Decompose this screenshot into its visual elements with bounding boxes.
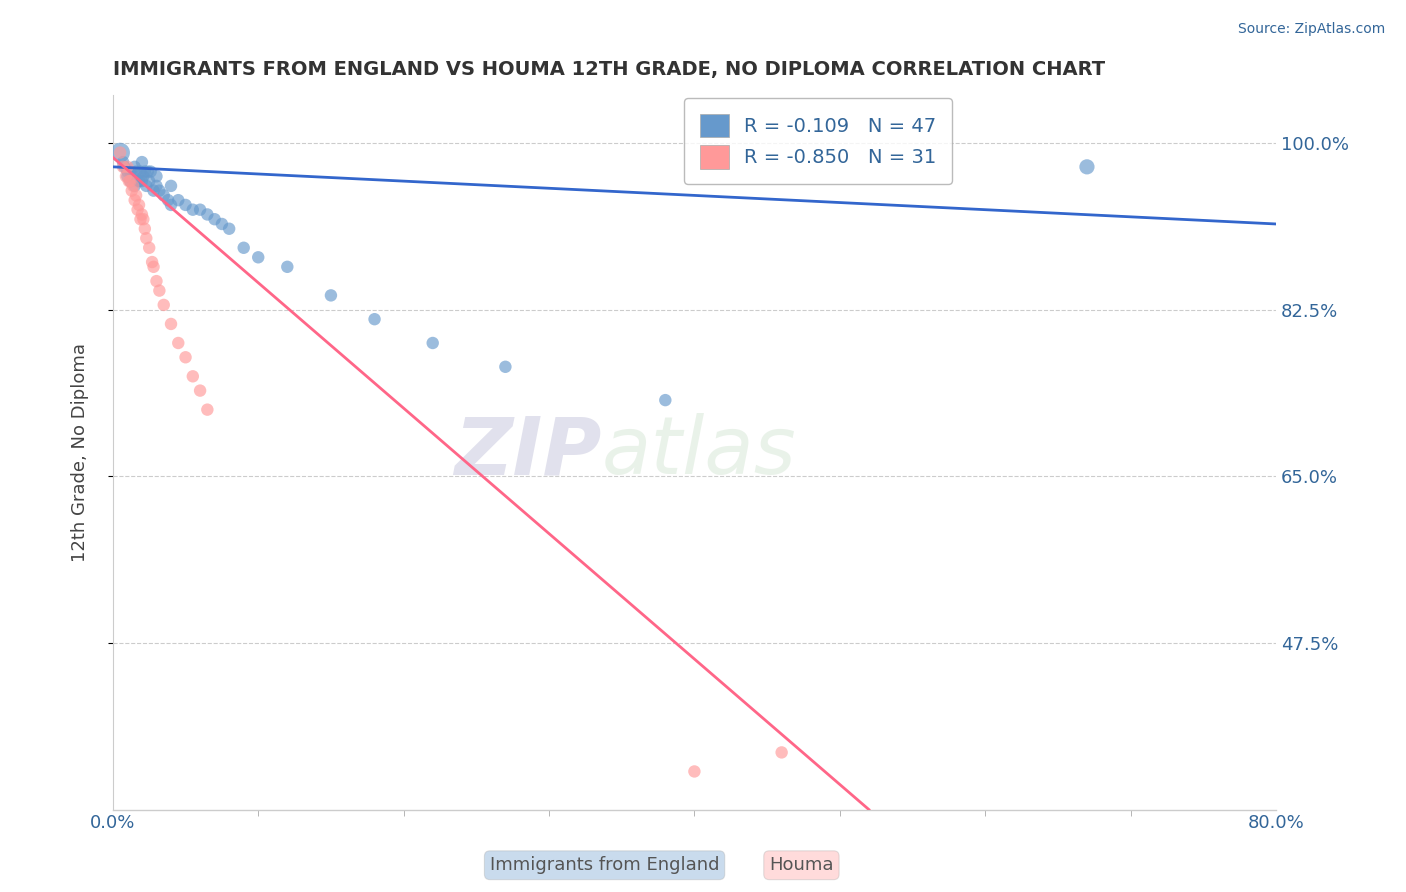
Point bbox=[118, 174, 141, 188]
Point bbox=[128, 174, 150, 188]
Point bbox=[1076, 160, 1098, 174]
Point bbox=[494, 359, 516, 374]
Point bbox=[167, 336, 190, 351]
Point bbox=[160, 198, 183, 212]
Point bbox=[131, 155, 153, 169]
Point bbox=[145, 178, 167, 193]
Point bbox=[167, 193, 190, 207]
Text: ZIP: ZIP bbox=[454, 414, 602, 491]
Point bbox=[112, 155, 135, 169]
Point bbox=[138, 241, 160, 255]
Point bbox=[770, 746, 793, 760]
Point bbox=[363, 312, 385, 326]
Point bbox=[120, 164, 142, 178]
Point bbox=[117, 164, 139, 178]
Point bbox=[683, 764, 706, 779]
Point bbox=[157, 193, 180, 207]
Point bbox=[247, 250, 270, 264]
Legend: R = -0.109   N = 47, R = -0.850   N = 31: R = -0.109 N = 47, R = -0.850 N = 31 bbox=[685, 98, 952, 185]
Point bbox=[108, 145, 131, 160]
Point bbox=[142, 184, 165, 198]
Point bbox=[188, 384, 211, 398]
Point bbox=[108, 145, 131, 160]
Point bbox=[195, 207, 218, 221]
Point bbox=[122, 169, 145, 184]
Y-axis label: 12th Grade, No Diploma: 12th Grade, No Diploma bbox=[72, 343, 89, 562]
Point bbox=[174, 351, 197, 365]
Point bbox=[128, 198, 150, 212]
Point bbox=[160, 178, 183, 193]
Point bbox=[120, 174, 142, 188]
Point bbox=[124, 160, 146, 174]
Point bbox=[117, 169, 139, 184]
Point bbox=[422, 336, 444, 351]
Point bbox=[232, 241, 254, 255]
Point bbox=[112, 160, 135, 174]
Point bbox=[654, 393, 676, 408]
Point bbox=[135, 231, 157, 245]
Point bbox=[181, 202, 204, 217]
Point bbox=[121, 184, 143, 198]
Point bbox=[134, 221, 156, 235]
Point bbox=[148, 284, 170, 298]
Point bbox=[125, 188, 148, 202]
Point bbox=[174, 198, 197, 212]
Point bbox=[160, 317, 183, 331]
Point bbox=[129, 212, 152, 227]
Point bbox=[131, 174, 153, 188]
Point bbox=[124, 178, 146, 193]
Point bbox=[139, 164, 162, 178]
Point bbox=[211, 217, 233, 231]
Point bbox=[127, 174, 149, 188]
Point bbox=[127, 202, 149, 217]
Point bbox=[138, 174, 160, 188]
Point bbox=[136, 164, 159, 178]
Text: Immigrants from England: Immigrants from England bbox=[489, 856, 720, 874]
Point bbox=[142, 260, 165, 274]
Point bbox=[115, 169, 138, 184]
Point bbox=[129, 164, 152, 178]
Point bbox=[181, 369, 204, 384]
Point bbox=[120, 174, 142, 188]
Point bbox=[204, 212, 226, 227]
Point bbox=[218, 221, 240, 235]
Text: Houma: Houma bbox=[769, 856, 834, 874]
Point bbox=[122, 178, 145, 193]
Text: Source: ZipAtlas.com: Source: ZipAtlas.com bbox=[1237, 22, 1385, 37]
Point bbox=[125, 164, 148, 178]
Point bbox=[195, 402, 218, 417]
Point bbox=[114, 160, 136, 174]
Point bbox=[131, 207, 153, 221]
Point bbox=[145, 274, 167, 288]
Point bbox=[188, 202, 211, 217]
Point bbox=[319, 288, 342, 302]
Point bbox=[117, 160, 139, 174]
Text: atlas: atlas bbox=[602, 414, 796, 491]
Point bbox=[152, 188, 174, 202]
Point bbox=[132, 169, 155, 184]
Point bbox=[148, 184, 170, 198]
Point bbox=[135, 178, 157, 193]
Point bbox=[145, 169, 167, 184]
Text: IMMIGRANTS FROM ENGLAND VS HOUMA 12TH GRADE, NO DIPLOMA CORRELATION CHART: IMMIGRANTS FROM ENGLAND VS HOUMA 12TH GR… bbox=[112, 60, 1105, 78]
Point bbox=[276, 260, 298, 274]
Point bbox=[141, 255, 163, 269]
Point bbox=[152, 298, 174, 312]
Point bbox=[124, 193, 146, 207]
Point bbox=[132, 212, 155, 227]
Point bbox=[134, 164, 156, 178]
